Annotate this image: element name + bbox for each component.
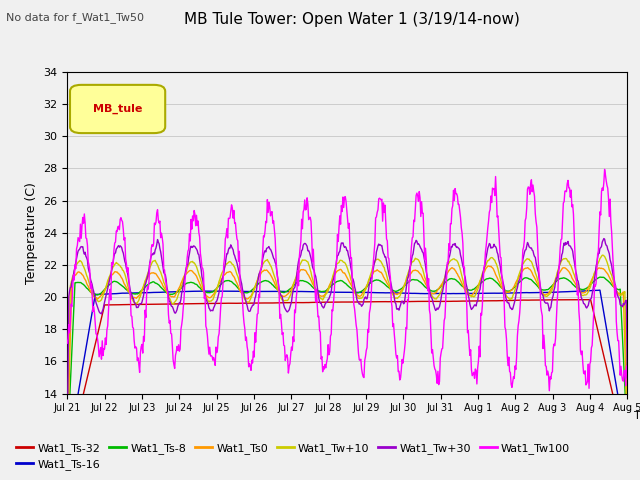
Legend: Wat1_Ts-32, Wat1_Ts-16, Wat1_Ts-8, Wat1_Ts0, Wat1_Tw+10, Wat1_Tw+30, Wat1_Tw100: Wat1_Ts-32, Wat1_Ts-16, Wat1_Ts-8, Wat1_… xyxy=(12,438,575,474)
Text: Time: Time xyxy=(634,410,640,420)
Text: MB_tule: MB_tule xyxy=(93,104,142,114)
Text: No data for f_Wat1_Tw50: No data for f_Wat1_Tw50 xyxy=(6,12,145,23)
Text: MB Tule Tower: Open Water 1 (3/19/14-now): MB Tule Tower: Open Water 1 (3/19/14-now… xyxy=(184,12,520,27)
Y-axis label: Temperature (C): Temperature (C) xyxy=(25,182,38,284)
FancyBboxPatch shape xyxy=(70,85,165,133)
